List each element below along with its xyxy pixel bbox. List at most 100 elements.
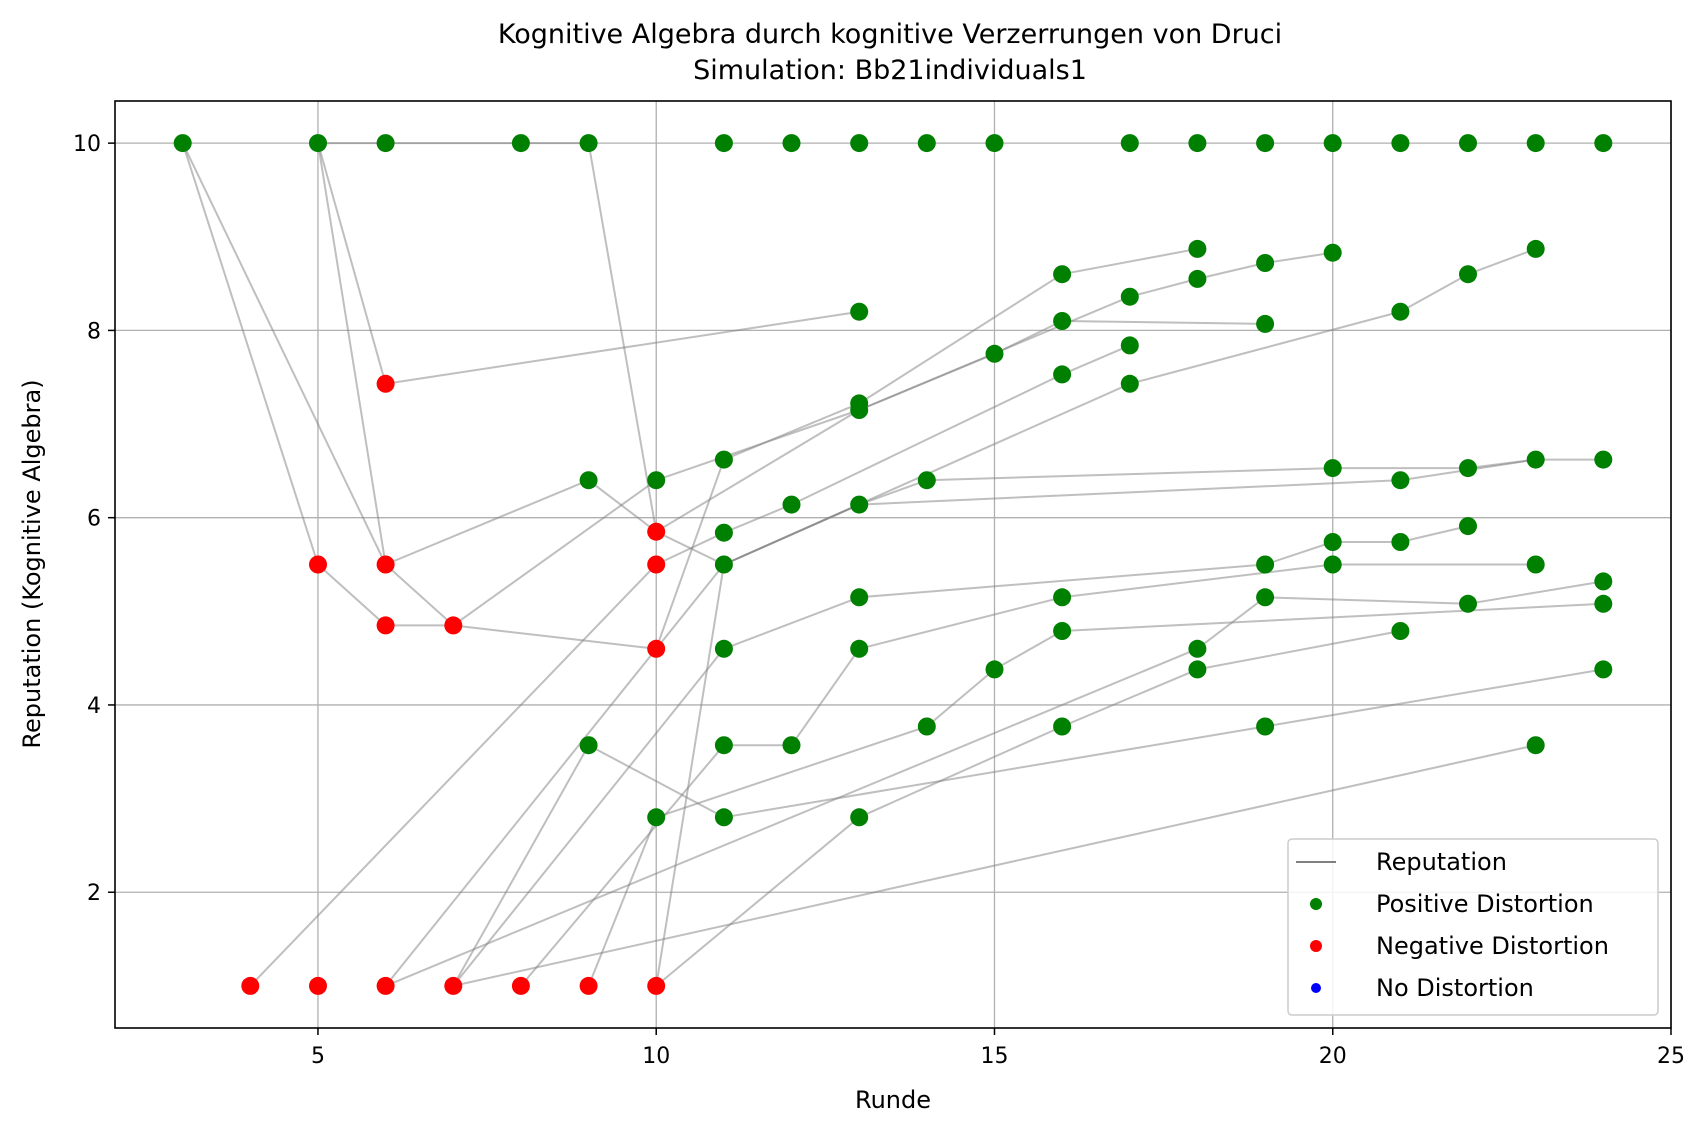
positive-distortion-point xyxy=(309,134,327,153)
plot-area-frame xyxy=(114,100,1672,1029)
legend-marker-none xyxy=(1311,983,1321,993)
positive-distortion-point xyxy=(1120,336,1139,355)
positive-distortion-point xyxy=(1594,594,1613,613)
positive-distortion-point xyxy=(647,471,666,490)
positive-distortion-point xyxy=(1459,459,1477,478)
positive-distortion-point xyxy=(1594,450,1613,469)
positive-distortion-point xyxy=(714,523,733,542)
positive-distortion-point xyxy=(714,808,733,827)
legend-box xyxy=(1287,838,1659,1016)
positive-distortion-point xyxy=(1256,717,1275,736)
positive-distortion-point xyxy=(850,808,869,827)
distortion-points xyxy=(173,134,1613,995)
negative-distortion-point xyxy=(444,976,463,995)
positive-distortion-point xyxy=(1256,588,1275,607)
positive-distortion-point xyxy=(1053,622,1072,640)
positive-distortion-point xyxy=(782,736,801,755)
positive-distortion-point xyxy=(1256,555,1275,574)
positive-distortion-point xyxy=(1594,134,1613,153)
negative-distortion-point xyxy=(579,976,598,995)
positive-distortion-point xyxy=(173,134,192,153)
positive-distortion-point xyxy=(714,450,733,469)
positive-distortion-point xyxy=(782,495,801,514)
positive-distortion-point xyxy=(1526,450,1545,469)
positive-distortion-point xyxy=(782,134,801,153)
negative-distortion-point xyxy=(647,522,666,541)
positive-distortion-point xyxy=(1391,302,1410,321)
legend-marker-positive xyxy=(1310,898,1322,910)
y-tick-label: 2 xyxy=(87,881,101,906)
y-tick-label: 8 xyxy=(87,319,101,344)
positive-distortion-point xyxy=(1459,265,1477,284)
reputation-line xyxy=(249,344,1131,987)
chart-subtitle: Simulation: Bb21individuals1 xyxy=(693,55,1087,86)
negative-distortion-point xyxy=(647,639,666,658)
positive-distortion-point xyxy=(714,555,733,574)
positive-distortion-point xyxy=(1053,312,1072,330)
positive-distortion-point xyxy=(1053,717,1072,736)
x-tick-label: 10 xyxy=(642,1044,670,1069)
positive-distortion-point xyxy=(1120,374,1139,393)
positive-distortion-point xyxy=(1391,533,1410,551)
positive-distortion-point xyxy=(985,660,1004,679)
positive-distortion-point xyxy=(1459,134,1477,153)
reputation-line xyxy=(655,247,1537,987)
positive-distortion-point xyxy=(647,808,666,827)
negative-distortion-point xyxy=(647,555,666,574)
positive-distortion-point xyxy=(1256,254,1275,272)
positive-distortion-point xyxy=(579,134,598,153)
legend-label: No Distortion xyxy=(1376,974,1534,1002)
positive-distortion-point xyxy=(1053,588,1072,607)
positive-distortion-point xyxy=(714,134,733,153)
negative-distortion-point xyxy=(309,976,327,995)
positive-distortion-point xyxy=(1391,622,1410,640)
y-tick-label: 10 xyxy=(73,132,101,157)
positive-distortion-point xyxy=(1391,134,1410,153)
x-axis-ticks: 5 10 15 20 25 xyxy=(311,1028,1685,1069)
positive-distortion-point xyxy=(511,134,530,153)
negative-distortion-point xyxy=(309,555,327,574)
positive-distortion-point xyxy=(579,736,598,755)
positive-distortion-point xyxy=(1053,365,1072,384)
positive-distortion-point xyxy=(1526,555,1545,574)
x-axis-label: Runde xyxy=(855,1086,931,1114)
legend-label: Negative Distortion xyxy=(1376,932,1609,960)
positive-distortion-point xyxy=(1188,134,1207,153)
negative-distortion-point xyxy=(647,976,666,995)
chart-title: Kognitive Algebra durch kognitive Verzer… xyxy=(498,19,1282,50)
reputation-line xyxy=(453,744,1536,987)
y-tick-label: 6 xyxy=(87,507,101,532)
positive-distortion-point xyxy=(1188,660,1207,679)
positive-distortion-point xyxy=(1188,269,1207,288)
positive-distortion-point xyxy=(1594,572,1613,591)
positive-distortion-point xyxy=(1323,134,1342,153)
negative-distortion-point xyxy=(511,976,530,995)
positive-distortion-point xyxy=(1256,314,1275,333)
positive-distortion-point xyxy=(1323,459,1342,478)
positive-distortion-point xyxy=(917,717,936,736)
positive-distortion-point xyxy=(1323,533,1342,551)
positive-distortion-point xyxy=(376,134,395,153)
reputation-line xyxy=(587,602,1604,987)
reputation-line xyxy=(317,142,1266,566)
x-tick-label: 15 xyxy=(980,1044,1008,1069)
positive-distortion-point xyxy=(1188,239,1207,258)
y-axis-ticks: 2 4 6 8 10 xyxy=(73,132,115,906)
legend-marker-negative xyxy=(1310,940,1322,952)
positive-distortion-point xyxy=(714,736,733,755)
negative-distortion-point xyxy=(376,374,395,393)
x-tick-label: 5 xyxy=(311,1044,325,1069)
positive-distortion-point xyxy=(1459,594,1477,613)
negative-distortion-point xyxy=(376,616,395,635)
x-tick-label: 20 xyxy=(1319,1044,1347,1069)
legend: Reputation Positive Distortion Negative Di… xyxy=(1287,838,1659,1016)
positive-distortion-point xyxy=(1256,134,1275,153)
positive-distortion-point xyxy=(1459,517,1477,536)
positive-distortion-point xyxy=(985,134,1004,153)
positive-distortion-point xyxy=(1526,134,1545,153)
positive-distortion-point xyxy=(714,639,733,658)
positive-distortion-point xyxy=(1526,736,1545,755)
legend-label: Positive Distortion xyxy=(1376,890,1594,918)
positive-distortion-point xyxy=(1323,555,1342,574)
